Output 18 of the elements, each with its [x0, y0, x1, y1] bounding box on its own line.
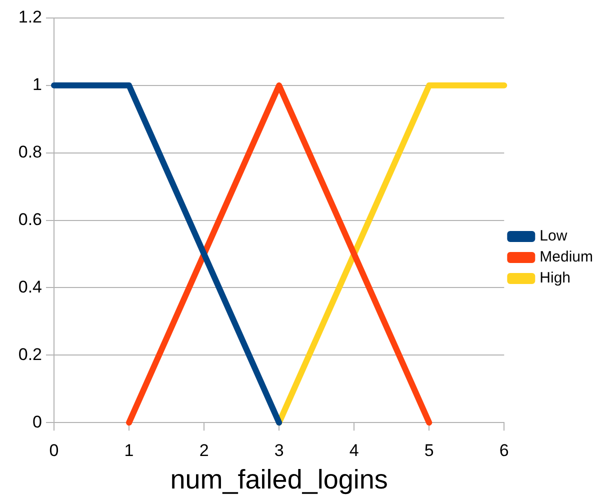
y-tick-label: 1 [32, 75, 42, 94]
legend-label: High [540, 270, 571, 287]
x-tick-label: 1 [124, 440, 134, 460]
x-tick-label: 5 [424, 440, 434, 460]
x-tick-label: 4 [349, 440, 359, 460]
x-tick-label: 2 [199, 440, 209, 460]
x-tick-label: 0 [49, 440, 59, 460]
legend-label: Low [540, 228, 568, 245]
y-tick-label: 1.2 [18, 8, 42, 27]
x-tick-label: 6 [499, 440, 509, 460]
y-tick-label: 0.8 [18, 142, 42, 162]
x-axis-title: num_failed_logins [170, 464, 388, 494]
y-tick-label: 0.4 [18, 277, 42, 296]
x-tick-label: 3 [274, 440, 284, 460]
y-tick-label: 0 [32, 412, 42, 432]
y-tick-label: 0.2 [18, 344, 42, 364]
legend-label: Medium [540, 248, 594, 266]
y-tick-label: 0.6 [18, 210, 42, 229]
